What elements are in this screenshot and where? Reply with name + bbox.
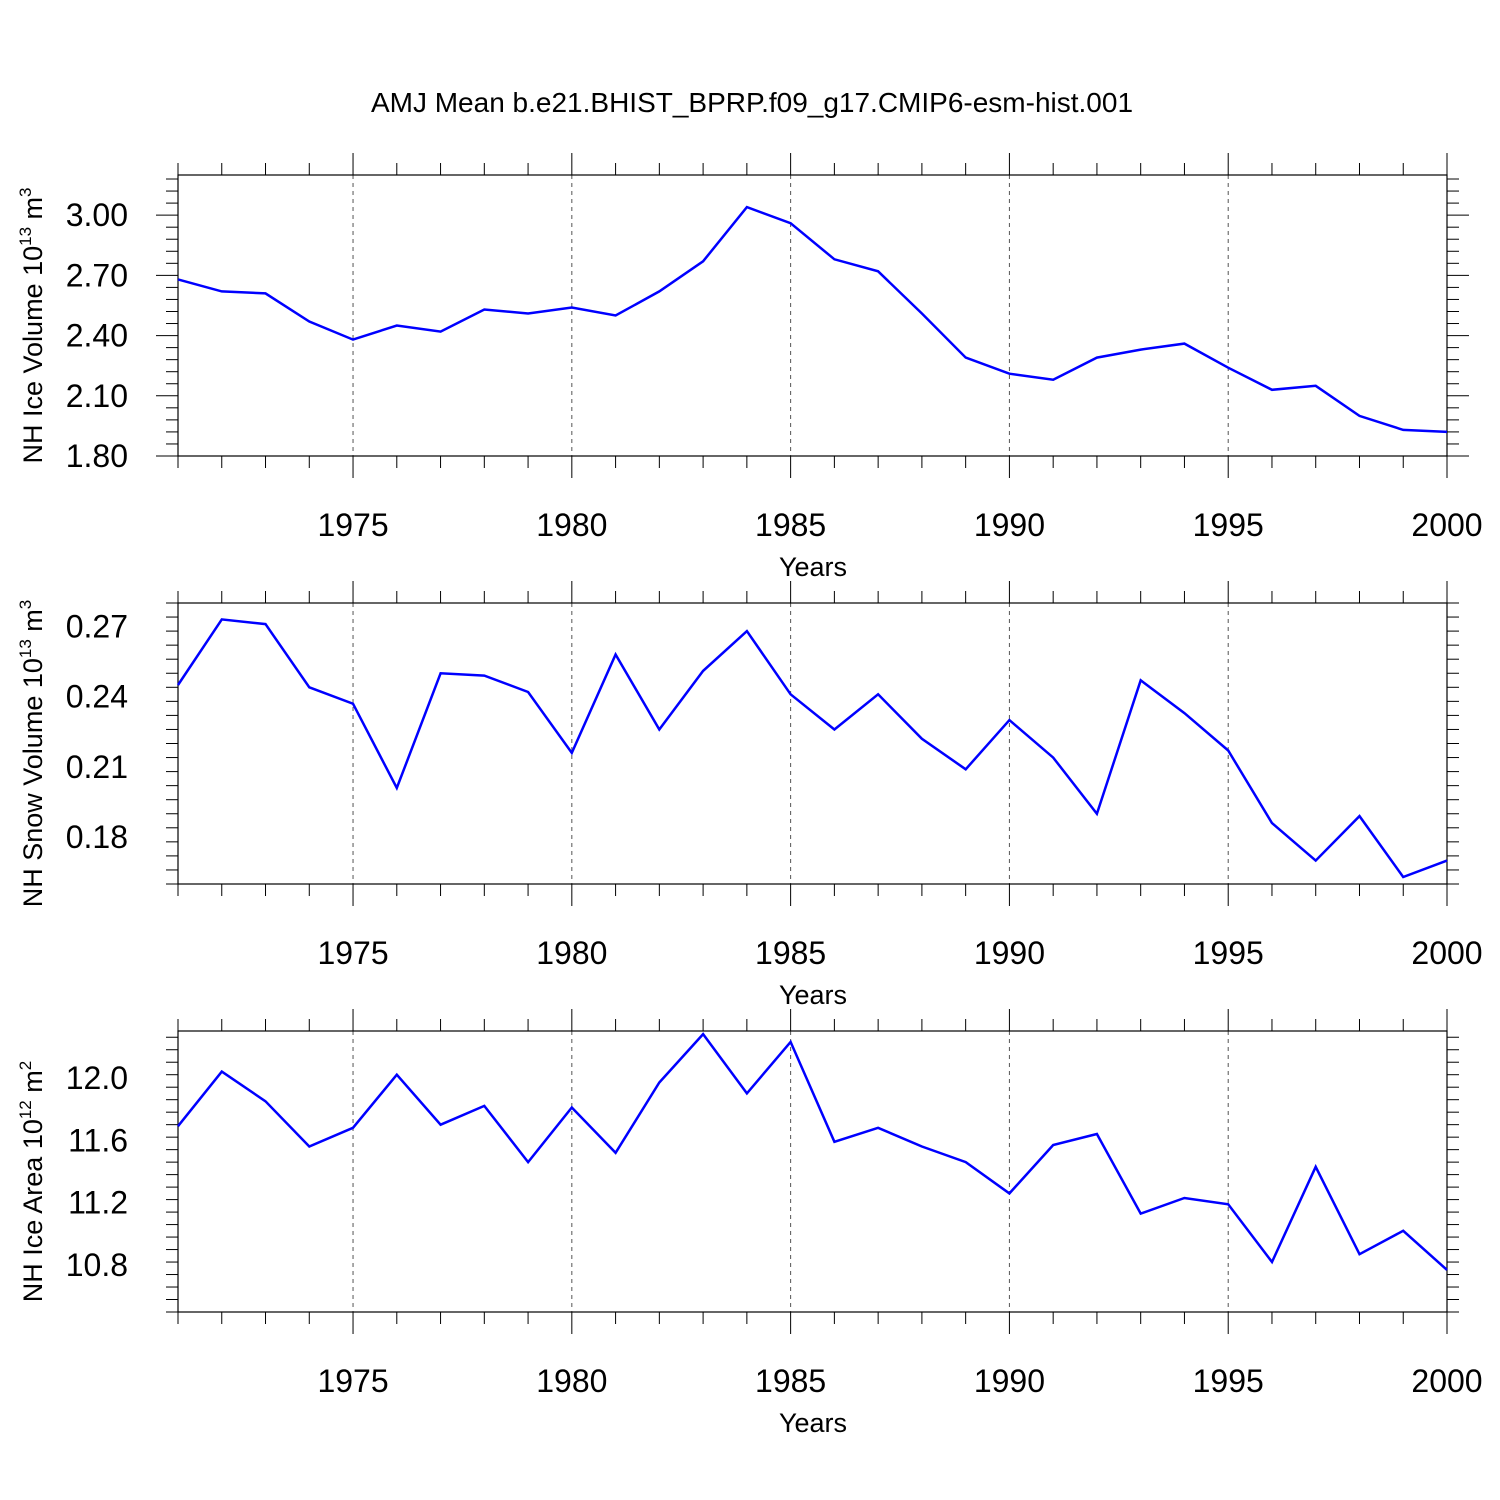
x-tick-label: 1980: [536, 1363, 607, 1399]
y-tick-label: 2.40: [66, 318, 128, 354]
x-tick-label: 1990: [974, 1363, 1045, 1399]
y-axis-label: NH Ice Volume 1013 m3: [16, 188, 48, 464]
x-tick-label: 1975: [317, 507, 388, 543]
plot-frame: [177, 602, 1448, 885]
chart-panel-2: 1975 1980 1985 1990 1995 2000 Years 0.18 0.21 0.2…: [16, 581, 1483, 1010]
x-tick-label: 2000: [1411, 507, 1482, 543]
y-axis-label: NH Ice Area 1012 m2: [16, 1061, 48, 1302]
x-tick-label: 1985: [755, 935, 826, 971]
y-tick-label: 2.70: [66, 257, 128, 293]
x-tick-label: 1985: [755, 507, 826, 543]
x-tick-label: 1995: [1193, 935, 1264, 971]
x-tick-label: 1980: [536, 507, 607, 543]
x-tick-label: 1985: [755, 1363, 826, 1399]
x-tick-label: 1980: [536, 935, 607, 971]
figure-title: AMJ Mean b.e21.BHIST_BPRP.f09_g17.CMIP6-…: [371, 87, 1133, 118]
x-tick-label: 1975: [317, 935, 388, 971]
plot-frame: [177, 1030, 1448, 1313]
chart-panel-3: 1975 1980 1985 1990 1995 2000 Years 10.8 11.2 11.…: [16, 1009, 1483, 1438]
y-tick-label: 11.2: [68, 1185, 128, 1221]
x-tick-label: 1995: [1193, 1363, 1264, 1399]
y-tick-label: 11.6: [68, 1122, 128, 1158]
series-line: [176, 618, 1448, 879]
y-axis-label: NH Snow Volume 1013 m3: [16, 600, 48, 908]
y-tick-label: 1.80: [66, 438, 128, 474]
x-tick-label: 2000: [1411, 935, 1482, 971]
x-tick-label: 1975: [317, 1363, 388, 1399]
series-line: [177, 205, 1448, 434]
y-tick-label: 0.24: [66, 679, 128, 715]
panels: 1975 1980 1985 1990 1995 2000 Years 1.80 2.10 2.4…: [16, 153, 1483, 1438]
x-tick-label: 1990: [974, 935, 1045, 971]
x-tick-label: 1995: [1193, 507, 1264, 543]
x-tick-label: 2000: [1411, 1363, 1482, 1399]
x-axis-label: Years: [779, 980, 847, 1010]
chart-panel-1: 1975 1980 1985 1990 1995 2000 Years 1.80 2.10 2.4…: [16, 153, 1483, 582]
y-tick-label: 3.00: [66, 197, 128, 233]
x-axis-label: Years: [779, 1408, 847, 1438]
series-line: [177, 1032, 1448, 1271]
y-tick-label: 2.10: [66, 378, 128, 414]
plot-frame: [177, 174, 1448, 457]
x-axis-label: Years: [779, 552, 847, 582]
y-tick-label: 0.27: [66, 608, 128, 644]
y-tick-label: 10.8: [66, 1247, 128, 1283]
y-tick-label: 0.18: [66, 819, 128, 855]
y-tick-label: 0.21: [66, 749, 128, 785]
y-tick-label: 12.0: [66, 1060, 128, 1096]
x-tick-label: 1990: [974, 507, 1045, 543]
